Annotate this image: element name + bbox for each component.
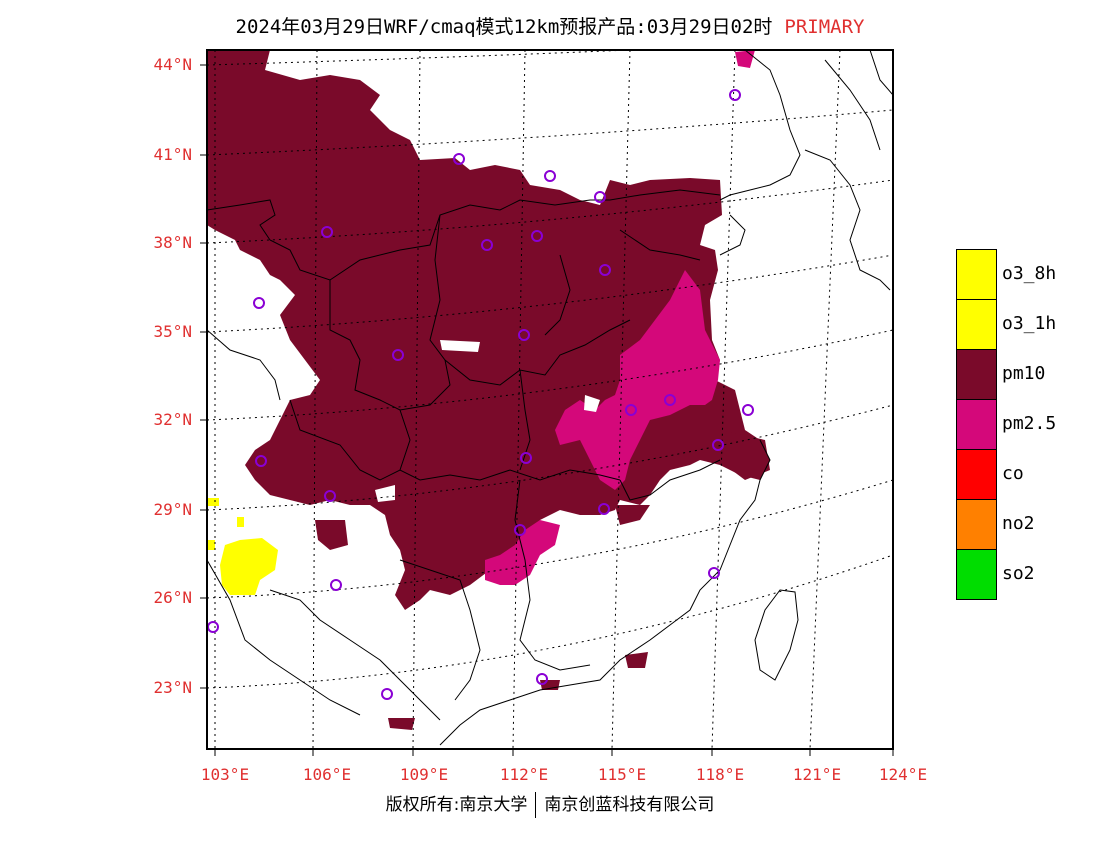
graticule <box>207 50 893 749</box>
title-text: 2024年03月29日WRF/cmaq模式12km预报产品:03月29日02时 <box>235 16 773 38</box>
legend-label: co <box>1002 463 1024 484</box>
title-badge: PRIMARY <box>784 16 865 38</box>
legend-swatch <box>956 249 997 300</box>
clear-area <box>584 395 600 412</box>
legend-label: no2 <box>1002 513 1035 534</box>
lat-label: 26°N <box>153 588 192 607</box>
map-title: 2024年03月29日WRF/cmaq模式12km预报产品:03月29日02时 P… <box>0 12 1100 39</box>
clear-area <box>375 485 395 502</box>
pm10-region <box>207 50 770 610</box>
lat-label: 32°N <box>153 410 192 429</box>
lat-label: 23°N <box>153 678 192 697</box>
lon-label: 115°E <box>597 765 647 784</box>
lat-label: 44°N <box>153 55 192 74</box>
pm10-patch <box>315 520 348 550</box>
copyright-left: 版权所有:南京大学 <box>385 795 528 815</box>
lon-label: 106°E <box>302 765 352 784</box>
pm10-patch <box>388 718 415 730</box>
legend-label: o3_1h <box>1002 313 1057 334</box>
lon-label: 103°E <box>200 765 250 784</box>
clear-area <box>440 340 480 352</box>
lat-label: 38°N <box>153 233 192 252</box>
lon-label: 121°E <box>792 765 842 784</box>
boundaries <box>207 50 893 746</box>
lon-label: 109°E <box>399 765 449 784</box>
o3-patch <box>237 517 244 527</box>
legend-label: o3_8h <box>1002 263 1057 284</box>
pm10-patch <box>625 652 648 668</box>
legend-swatch <box>956 349 997 400</box>
pm25-region <box>555 270 720 490</box>
legend-swatch <box>956 449 997 500</box>
copyright-right: 南京创蓝科技有限公司 <box>544 795 715 815</box>
pm10-patch <box>720 430 770 480</box>
lon-label: 118°E <box>695 765 745 784</box>
lon-label: 124°E <box>878 765 928 784</box>
legend-swatch <box>956 499 997 550</box>
legend-label: so2 <box>1002 563 1035 584</box>
legend-swatch <box>956 399 997 450</box>
legend-swatch <box>956 549 997 600</box>
map-frame <box>206 49 894 750</box>
o3-patch <box>207 498 219 506</box>
lon-label: 112°E <box>499 765 549 784</box>
pm25-region <box>485 520 560 585</box>
lat-label: 29°N <box>153 500 192 519</box>
legend-label: pm10 <box>1002 363 1046 384</box>
station-markers <box>207 89 754 700</box>
pm10-patch <box>615 505 650 525</box>
lat-label: 41°N <box>153 145 192 164</box>
lat-label: 35°N <box>153 322 192 341</box>
copyright-footer: 版权所有:南京大学 南京创蓝科技有限公司 <box>0 790 1100 818</box>
o3-patch <box>207 540 215 550</box>
legend-label: pm2.5 <box>1002 413 1057 434</box>
o3-region <box>220 538 278 595</box>
tick-marks <box>200 64 894 756</box>
pm25-patch <box>735 50 755 68</box>
legend-swatch <box>956 299 997 350</box>
footer-divider <box>535 792 537 818</box>
